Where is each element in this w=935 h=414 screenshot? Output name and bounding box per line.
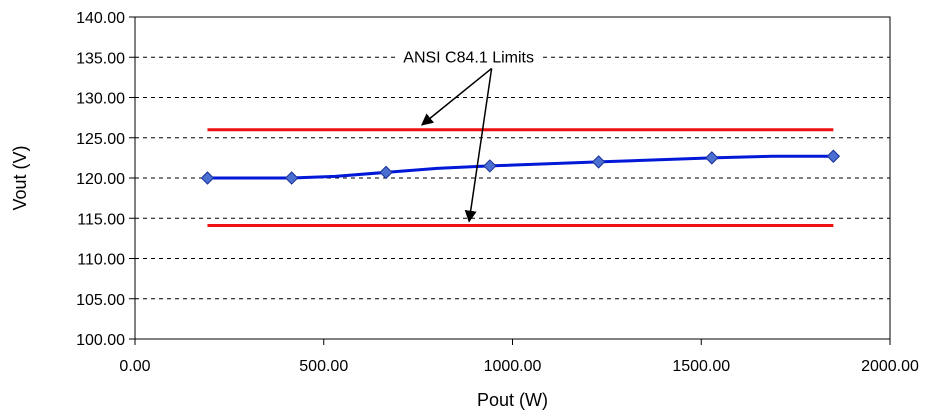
y-tick-label: 140.00 xyxy=(76,10,125,27)
x-tick-label: 1500.00 xyxy=(672,358,730,375)
y-tick-label: 125.00 xyxy=(76,131,125,148)
y-tick-label: 100.00 xyxy=(76,332,125,349)
x-tick-label: 1000.00 xyxy=(484,358,542,375)
y-tick-label: 115.00 xyxy=(77,211,125,228)
annotation-arrow xyxy=(420,67,493,126)
x-tick-label: 2000.00 xyxy=(861,358,919,375)
data-point xyxy=(284,171,299,185)
y-tick-label: 110.00 xyxy=(77,252,125,269)
annotation-background xyxy=(397,47,540,69)
annotation-arrow xyxy=(464,68,493,223)
y-tick-label: 135.00 xyxy=(76,50,125,67)
annotation-label: ANSI C84.1 Limits xyxy=(403,49,534,66)
data-point xyxy=(591,155,606,169)
x-tick-label: 0.00 xyxy=(119,358,150,375)
x-axis-title: Pout (W) xyxy=(477,390,548,410)
data-point xyxy=(200,171,215,185)
tick-labels: 100.00 105.00 110.00 115.00 120.00 125.00 130.… xyxy=(76,10,919,375)
data-point xyxy=(379,165,393,180)
data-point xyxy=(483,159,497,173)
x-tick-label: 500.00 xyxy=(299,358,348,375)
y-axis-title: Vout (V) xyxy=(10,145,30,210)
axes xyxy=(129,16,891,345)
series-group xyxy=(200,149,841,185)
annotation-group: ANSI C84.1 Limits xyxy=(397,47,540,223)
data-point xyxy=(705,151,719,165)
y-tick-label: 120.00 xyxy=(76,171,125,188)
series-line xyxy=(207,154,834,180)
limit-lines xyxy=(207,128,834,227)
y-tick-label: 130.00 xyxy=(76,91,125,108)
y-tick-label: 105.00 xyxy=(76,292,125,309)
data-point xyxy=(826,149,841,163)
